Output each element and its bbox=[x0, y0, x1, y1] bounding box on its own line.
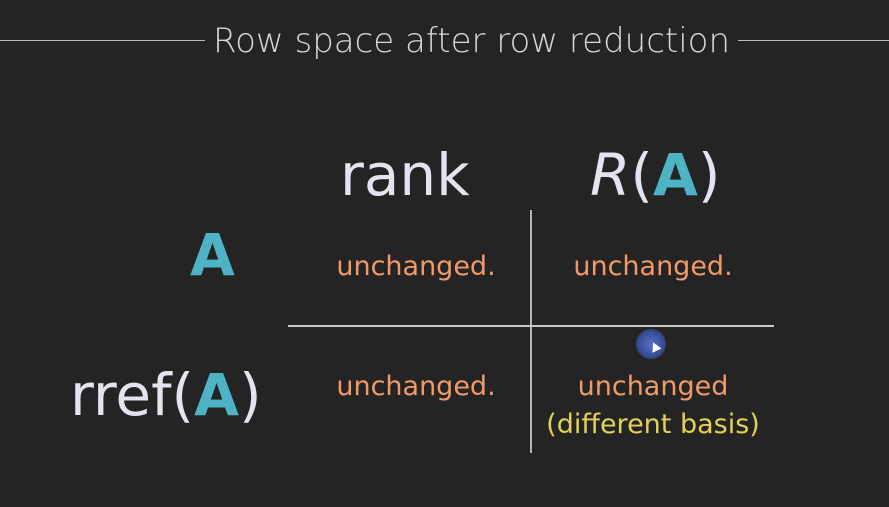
row-header-a: A bbox=[190, 221, 235, 289]
rref-open-paren: ( bbox=[171, 361, 195, 429]
cell-a-row-space: unchanged. bbox=[573, 251, 733, 282]
table-vertical-divider bbox=[530, 210, 532, 453]
rref-function: rref bbox=[70, 361, 172, 429]
row-space-matrix: A bbox=[652, 141, 698, 209]
title-rule-right bbox=[738, 40, 889, 41]
rref-close-paren: ) bbox=[239, 361, 262, 429]
row-header-rref: rref(A) bbox=[70, 366, 262, 424]
rref-matrix: A bbox=[194, 361, 240, 429]
column-header-rank: rank bbox=[340, 141, 470, 209]
cell-rref-row-space-note: (different basis) bbox=[546, 409, 760, 440]
cell-rref-row-space-value: unchanged bbox=[577, 371, 729, 402]
title-rule-left bbox=[0, 40, 205, 41]
cursor-highlight-icon bbox=[636, 329, 666, 359]
table-horizontal-divider bbox=[288, 325, 774, 327]
slide-title: Row space after row reduction bbox=[212, 21, 731, 61]
cell-rref-rank: unchanged. bbox=[336, 371, 496, 402]
column-header-row-space: R(A) bbox=[590, 146, 720, 204]
cell-a-rank: unchanged. bbox=[336, 251, 496, 282]
row-space-symbol: R bbox=[590, 141, 631, 209]
row-space-open-paren: ( bbox=[630, 141, 653, 209]
row-space-close-paren: ) bbox=[697, 141, 721, 209]
title-bar: Row space after row reduction bbox=[0, 18, 889, 64]
cell-rref-row-space: unchanged (different basis) bbox=[535, 368, 771, 444]
